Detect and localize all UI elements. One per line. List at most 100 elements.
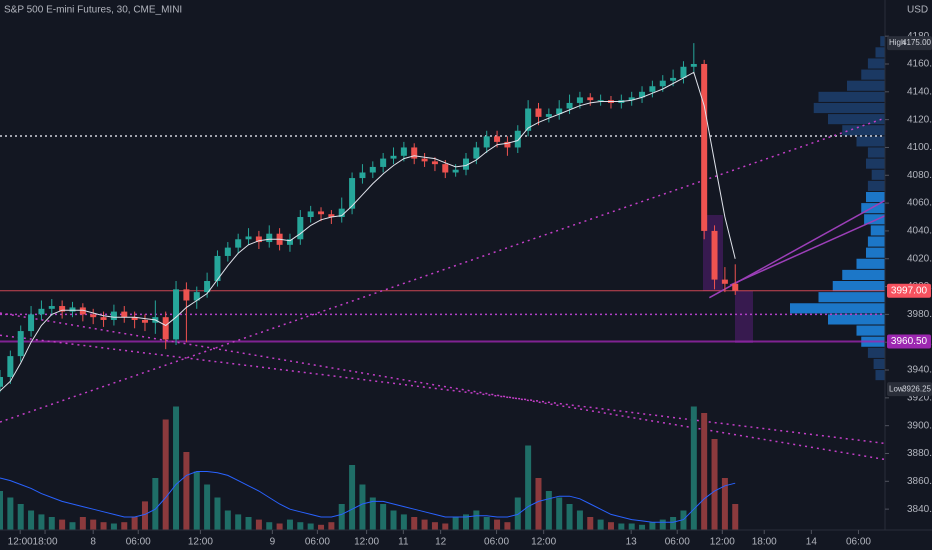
y-tick-label: 3920.00 bbox=[907, 392, 932, 403]
volume-bar bbox=[390, 510, 397, 530]
candle-body bbox=[90, 314, 97, 318]
candle-body bbox=[359, 172, 366, 179]
candle-body bbox=[318, 211, 325, 215]
trendline bbox=[0, 334, 885, 445]
candle-body bbox=[110, 311, 117, 320]
volume-profile-bar bbox=[864, 214, 885, 225]
candle-body bbox=[328, 214, 335, 218]
volume-bar bbox=[576, 510, 583, 530]
volume-bar bbox=[204, 484, 211, 530]
candle-body bbox=[690, 63, 697, 67]
y-tick-label: 3900.00 bbox=[907, 420, 932, 431]
volume-profile-bar bbox=[873, 358, 885, 370]
x-tick-label: 06:00 bbox=[126, 537, 151, 548]
y-tick-label: 3880.00 bbox=[907, 448, 932, 459]
volume-bar bbox=[690, 406, 697, 530]
candle-body bbox=[7, 356, 14, 377]
candle-body bbox=[670, 77, 677, 81]
candle-body bbox=[193, 292, 200, 301]
candle-body bbox=[545, 114, 552, 117]
x-tick-label: 06:00 bbox=[305, 537, 330, 548]
volume-profile-bar bbox=[861, 203, 885, 214]
volume-profile-bar bbox=[871, 169, 885, 180]
candle-body bbox=[431, 161, 438, 165]
volume-bar bbox=[152, 478, 159, 530]
candle-body bbox=[349, 178, 356, 209]
candle-body bbox=[494, 136, 501, 142]
volume-bar bbox=[297, 522, 304, 530]
candle-body bbox=[59, 306, 66, 312]
candle-body bbox=[566, 102, 573, 109]
volume-bar bbox=[514, 497, 521, 530]
candle-body bbox=[69, 307, 76, 312]
candle-body bbox=[421, 158, 428, 162]
candle-body bbox=[121, 311, 128, 318]
volume-bar bbox=[69, 522, 76, 530]
volume-profile-bar bbox=[828, 114, 885, 125]
volume-bar bbox=[463, 514, 469, 530]
x-tick-label: 9 bbox=[270, 537, 276, 548]
volume-profile-bar bbox=[867, 180, 885, 191]
volume-bar bbox=[639, 524, 646, 530]
candle-body bbox=[307, 211, 314, 218]
candle-body bbox=[732, 283, 739, 291]
candle-body bbox=[297, 217, 304, 240]
candle-body bbox=[79, 307, 86, 315]
candle-body bbox=[514, 130, 521, 148]
volume-profile-bar bbox=[828, 314, 885, 325]
candle-body bbox=[141, 319, 148, 323]
candle-body bbox=[369, 166, 376, 173]
volume-bar bbox=[100, 522, 107, 530]
y-tick-label: 4160.00 bbox=[907, 59, 932, 70]
x-tick-label: 12:00 bbox=[354, 537, 379, 548]
candle-body bbox=[255, 236, 262, 243]
marker-name: High bbox=[889, 38, 905, 47]
volume-profile-bar bbox=[818, 292, 885, 303]
plot-area bbox=[0, 36, 885, 530]
volume-bar bbox=[131, 517, 138, 530]
candle-body bbox=[597, 100, 604, 102]
candle-body bbox=[245, 236, 252, 240]
volume-bar bbox=[235, 514, 242, 530]
currency-label: USD bbox=[907, 5, 928, 16]
y-tick-label: 4040.00 bbox=[907, 226, 932, 237]
x-tick-label: 18:00 bbox=[33, 537, 58, 548]
volume-profile-bar bbox=[842, 125, 885, 136]
volume-bar bbox=[473, 510, 480, 530]
candle-body bbox=[183, 289, 190, 301]
volume-bar bbox=[504, 522, 511, 530]
x-tick-label: 8 bbox=[90, 537, 96, 548]
volume-profile-bar bbox=[875, 370, 885, 381]
candle-body bbox=[204, 280, 211, 293]
volume-profile-bar bbox=[861, 69, 885, 80]
volume-bar bbox=[421, 519, 428, 530]
volume-profile-bar bbox=[870, 225, 885, 236]
volume-bar bbox=[286, 519, 293, 530]
volume-bar bbox=[79, 517, 86, 530]
marker-box bbox=[887, 36, 932, 51]
trendline bbox=[729, 214, 885, 286]
volume-profile-bar bbox=[813, 102, 885, 114]
candle-body bbox=[649, 86, 656, 92]
x-tick-label: 12:00 bbox=[531, 537, 556, 548]
candle-body bbox=[473, 147, 480, 159]
candle-body bbox=[483, 136, 490, 148]
volume-bar bbox=[224, 510, 231, 530]
volume-bar bbox=[649, 522, 656, 530]
volume-bar bbox=[566, 504, 573, 530]
volume-profile-bar bbox=[867, 347, 885, 358]
volume-profile-bar bbox=[866, 158, 885, 169]
x-tick-label: 12:00 bbox=[710, 537, 735, 548]
volume-bar bbox=[607, 522, 614, 530]
candle-body bbox=[628, 97, 635, 101]
candle-body bbox=[390, 155, 397, 159]
candle-body bbox=[162, 317, 169, 340]
candle-body bbox=[380, 158, 387, 167]
volume-profile-bar bbox=[847, 80, 885, 91]
volume-bar bbox=[680, 510, 687, 530]
volume-bar bbox=[452, 517, 459, 530]
volume-bar bbox=[0, 491, 3, 530]
candle-body bbox=[224, 247, 231, 256]
